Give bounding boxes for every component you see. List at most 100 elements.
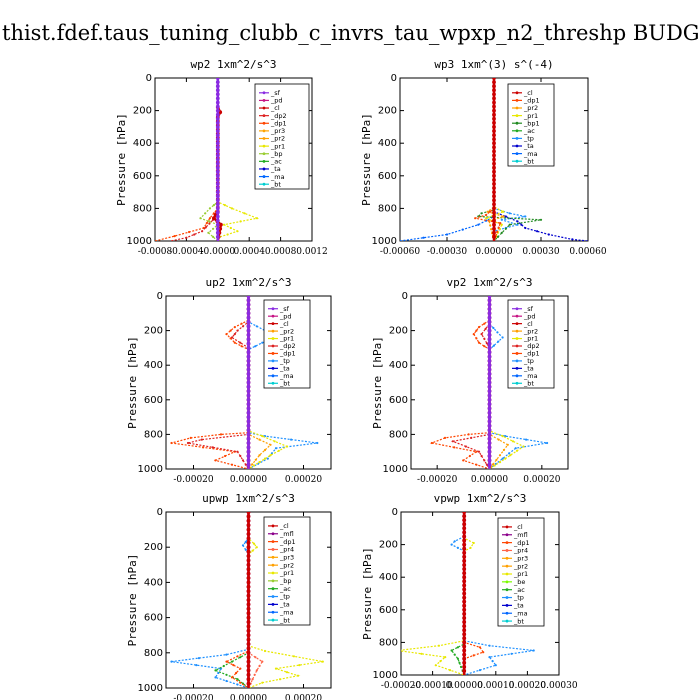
legend-marker (505, 603, 509, 607)
series-point-cl (462, 660, 467, 665)
series-point-tp (494, 664, 497, 667)
series-point-dp1 (236, 655, 239, 658)
series-point-sf (487, 441, 492, 445)
legend-entry: _tp (279, 357, 290, 365)
legend-marker (515, 99, 519, 102)
y-tick-label: 200 (379, 540, 398, 551)
series-point-dp2 (230, 336, 234, 339)
series-point-cl (462, 603, 467, 608)
y-tick-label: 0 (402, 291, 408, 302)
series-point-tp (217, 671, 220, 675)
series-point-pr2 (498, 454, 502, 457)
series-point-cl (462, 559, 467, 563)
series-point-sf (215, 133, 220, 138)
series-point-dp1 (497, 226, 500, 229)
series-point-sf (487, 320, 492, 324)
x-tick-label: 0.00020 (285, 694, 322, 700)
legend-entry: _pr2 (270, 135, 285, 143)
series-point-cl (246, 624, 251, 629)
series-point-pr2 (502, 448, 505, 452)
legend-marker (262, 91, 266, 95)
legend-marker (271, 548, 275, 551)
series-point-pr1 (502, 210, 505, 213)
series-point-sf (215, 210, 220, 215)
legend-entry: _sf (523, 305, 534, 313)
series-point-cl (492, 198, 496, 203)
series-point-dp1 (453, 446, 456, 449)
series-point-sf (487, 333, 492, 337)
series-point-dp1 (225, 333, 228, 336)
series-point-sf (487, 462, 492, 467)
plot-frame (400, 511, 560, 676)
series-point-pr1 (251, 549, 254, 552)
legend-entry: _ta (513, 602, 524, 610)
series-point-tp (508, 452, 511, 455)
series-point-bp (212, 227, 215, 230)
legend-marker (271, 374, 275, 378)
series-point-tp (225, 679, 228, 683)
series-point-pr2 (490, 228, 493, 231)
legend-box (507, 83, 555, 167)
series-point-sf (215, 230, 220, 235)
series-point-pr1 (223, 223, 226, 226)
series-line-pr1 (401, 512, 475, 675)
y-tick-label: 200 (133, 106, 152, 117)
legend-box (263, 516, 311, 626)
series-point-cl (492, 194, 496, 199)
legend-marker (262, 137, 266, 140)
series-point-pr1 (285, 445, 289, 448)
series-point-cl (246, 646, 251, 651)
series-point-pr2 (258, 454, 261, 457)
series-point-cl (246, 532, 251, 536)
series-point-bp (208, 207, 211, 210)
series-point-sf (487, 346, 492, 350)
legend-entry: _cl (513, 523, 523, 531)
series-point-sf (246, 419, 251, 424)
series-point-cl (462, 607, 467, 612)
legend-marker (515, 307, 519, 311)
chart-title: upwp 1xm^2/s^3 (202, 492, 295, 505)
series-point-sf (246, 410, 251, 415)
series-point-pr1 (226, 233, 229, 236)
series-point-cl (246, 536, 251, 541)
series-point-dp1 (214, 459, 217, 462)
legend-marker (515, 374, 519, 378)
series-point-cl (246, 567, 251, 572)
series-point-pr2 (495, 458, 498, 461)
legend-marker (271, 344, 275, 348)
series-point-ma (422, 236, 425, 239)
series-point-sf (487, 350, 492, 355)
series-point-pr1 (420, 652, 423, 655)
series-point-sf (246, 423, 251, 428)
series-point-pr4 (254, 656, 257, 659)
legend-marker (505, 572, 509, 576)
series-point-pr1 (296, 674, 300, 677)
legend-entry: _ac (270, 158, 282, 166)
series-point-sf (487, 302, 492, 307)
series-point-pr1 (229, 226, 232, 230)
series-point-sf (246, 350, 251, 355)
series-point-sf (487, 458, 492, 463)
series-point-bp (212, 204, 215, 207)
x-tick-label: -0.00020 (173, 694, 214, 700)
series-point-cl (462, 632, 467, 637)
legend-entry: _pr1 (523, 112, 538, 120)
x-tick-label: -0.00020 (173, 475, 214, 485)
legend-entry: _mfl (279, 530, 294, 538)
series-point-pr1 (500, 223, 503, 226)
series-point-sf (215, 226, 220, 231)
series-point-sf (487, 328, 492, 333)
series-point-tp (261, 341, 264, 344)
legend-entry: _pr1 (279, 335, 294, 343)
series-point-cl (462, 514, 467, 518)
legend-entry: _cl (270, 104, 280, 112)
legend-entry: _pr1 (279, 569, 294, 577)
series-point-ac (230, 660, 234, 663)
series-point-dp1 (235, 671, 238, 675)
series-point-ac (456, 657, 459, 660)
series-line-pr1 (217, 78, 260, 241)
series-point-sf (215, 186, 220, 190)
series-point-sf (246, 296, 251, 298)
series-point-pr1 (444, 656, 447, 659)
y-tick-label: 400 (144, 360, 163, 371)
